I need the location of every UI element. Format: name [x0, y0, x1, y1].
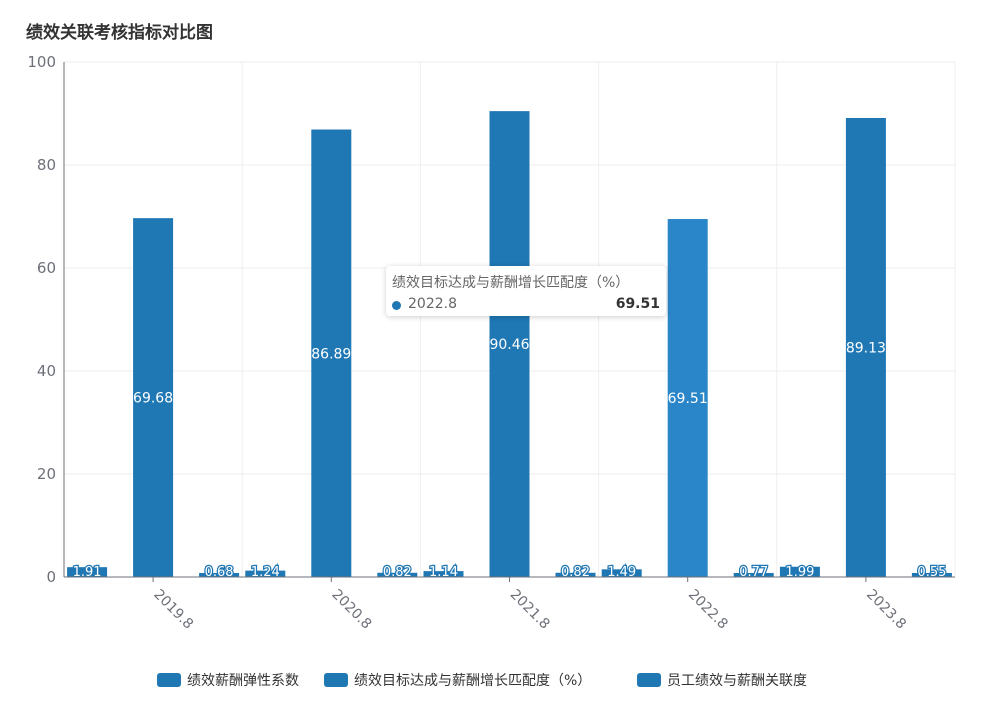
data-label: 69.51	[668, 391, 708, 407]
legend-item[interactable]: 绩效目标达成与薪酬增长匹配度（%）	[324, 670, 591, 690]
bar	[199, 573, 240, 577]
bar	[667, 219, 708, 577]
legend-label: 绩效目标达成与薪酬增长匹配度（%）	[354, 673, 592, 689]
legend-swatch-icon	[324, 673, 348, 687]
x-tick-label: 2021.8	[507, 587, 553, 633]
bar	[311, 129, 352, 578]
data-label: 69.68	[133, 391, 173, 407]
data-label: 89.13	[846, 340, 886, 356]
data-label: 1.99	[785, 565, 814, 580]
y-tick-label: 60	[37, 259, 56, 277]
data-label: 90.46	[489, 337, 529, 353]
bar	[133, 218, 174, 577]
y-tick-label: 40	[37, 362, 56, 380]
bar	[377, 572, 418, 577]
data-label: 0.55	[917, 565, 946, 580]
legend-swatch-icon	[637, 673, 661, 687]
x-axis-ticks: 2019.8 2020.8 2021.8 2022.8 2023.8	[150, 587, 909, 633]
bar	[601, 569, 642, 577]
tooltip-series-dot-icon	[392, 301, 401, 310]
bars	[67, 111, 952, 578]
data-label: 1.91	[73, 565, 102, 580]
data-label: 1.49	[607, 565, 636, 580]
legend-label: 员工绩效与薪酬关联度	[667, 673, 807, 689]
bar	[555, 572, 596, 577]
x-tick-label: 2020.8	[328, 587, 374, 633]
tooltip-title: 绩效目标达成与薪酬增长匹配度（%）	[392, 275, 630, 291]
legend-item[interactable]: 员工绩效与薪酬关联度	[637, 670, 807, 690]
bar	[423, 571, 464, 577]
legend-swatch-icon	[157, 673, 181, 687]
y-tick-label: 100	[27, 53, 56, 71]
y-tick-label: 0	[46, 568, 56, 586]
tooltip-value: 69.51	[615, 296, 660, 312]
y-tick-label: 80	[37, 156, 56, 174]
bar	[733, 573, 774, 577]
data-label: 0.82	[561, 565, 590, 580]
bar	[845, 117, 886, 577]
legend-label: 绩效薪酬弹性系数	[187, 673, 299, 689]
chart-tooltip: 绩效目标达成与薪酬增长匹配度（%） 2022.8 69.51	[386, 266, 666, 316]
bar	[911, 573, 952, 577]
chart-title: 绩效关联考核指标对比图	[26, 23, 213, 43]
x-tick-label: 2019.8	[150, 587, 196, 633]
data-label: 1.14	[429, 565, 458, 580]
data-label: 0.68	[205, 565, 234, 580]
data-label: 86.89	[311, 346, 351, 362]
x-tick-label: 2023.8	[863, 587, 909, 633]
bar	[489, 111, 530, 578]
legend-item[interactable]: 绩效薪酬弹性系数	[157, 670, 299, 690]
data-label: 1.24	[251, 565, 280, 580]
bar	[779, 566, 820, 577]
axes	[63, 62, 955, 582]
data-label: 0.77	[739, 565, 768, 580]
y-axis-ticks: 0 20 40 60 80 100	[27, 53, 56, 586]
y-tick-label: 20	[37, 465, 56, 483]
tooltip-category: 2022.8	[408, 296, 457, 312]
bar	[245, 570, 286, 577]
x-tick-label: 2022.8	[685, 587, 731, 633]
bar	[67, 567, 108, 577]
legend: 绩效薪酬弹性系数 绩效目标达成与薪酬增长匹配度（%） 员工绩效与薪酬关联度	[0, 670, 985, 694]
data-label: 0.82	[383, 565, 412, 580]
